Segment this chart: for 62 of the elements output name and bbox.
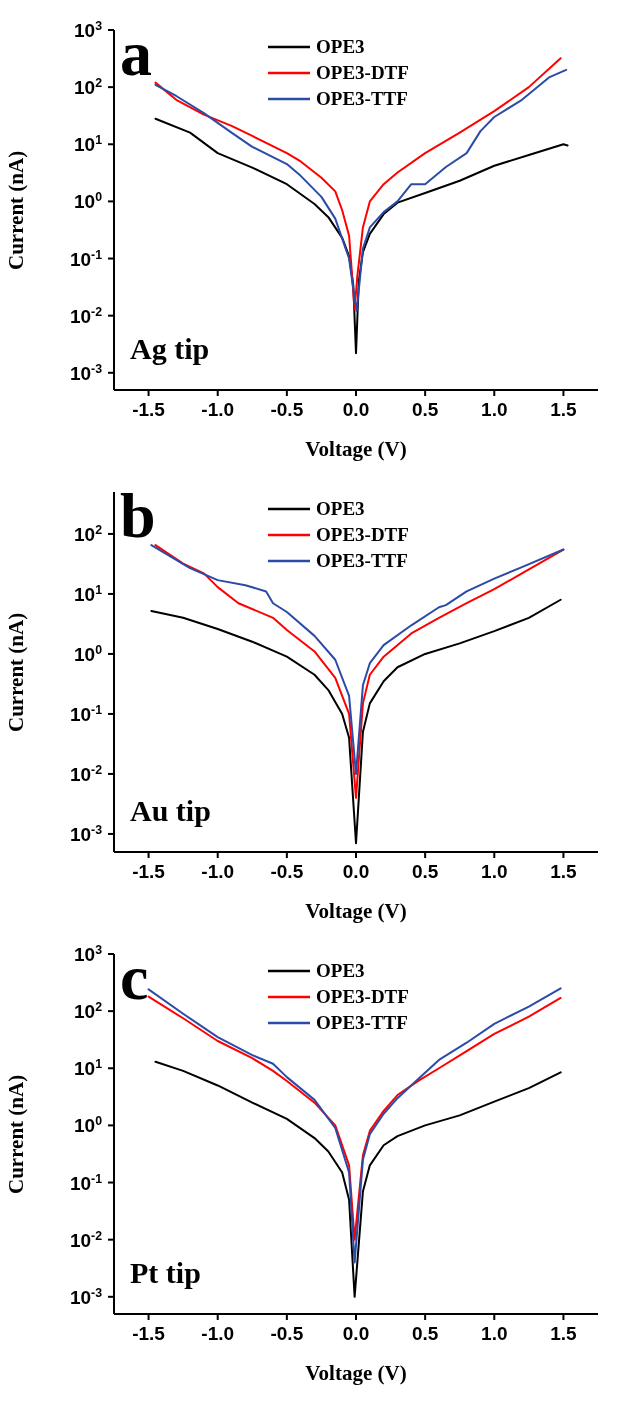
- annotation: b: [120, 480, 156, 551]
- x-tick-label: -1.5: [132, 399, 166, 420]
- y-tick-label: 10$^{-3}$: [69, 361, 103, 384]
- x-tick-label: 0.5: [411, 1323, 439, 1344]
- legend-label: OPE3-TTF: [316, 88, 408, 110]
- legend-label: OPE3-TTF: [316, 550, 408, 572]
- y-tick-label: 10$^{0}$: [73, 190, 103, 213]
- x-tick-label: 0.0: [342, 399, 370, 420]
- x-tick-label: 0.5: [411, 861, 439, 882]
- x-axis-title: Voltage (V): [305, 899, 407, 923]
- y-tick-label: 10$^{-2}$: [69, 1228, 103, 1251]
- annotation: Au tip: [130, 794, 211, 827]
- x-tick-label: 1.0: [481, 399, 508, 420]
- x-tick-label: 1.0: [481, 861, 508, 882]
- x-tick-label: 1.5: [550, 399, 578, 420]
- x-tick-label: -1.5: [132, 1323, 166, 1344]
- y-tick-label: 10$^{-1}$: [69, 1171, 103, 1194]
- legend-label: OPE3-DTF: [316, 62, 409, 84]
- x-tick-label: 0.0: [342, 1323, 370, 1344]
- x-tick-label: 0.5: [411, 399, 439, 420]
- y-tick-label: 10$^{1}$: [73, 1057, 103, 1080]
- x-tick-label: 1.5: [550, 1323, 578, 1344]
- y-tick-label: 10$^{2}$: [73, 76, 103, 99]
- annotation: Pt tip: [130, 1256, 201, 1289]
- y-tick-label: 10$^{2}$: [73, 1000, 103, 1023]
- y-tick-label: 10$^{-3}$: [69, 822, 103, 845]
- y-tick-label: 10$^{0}$: [73, 1114, 103, 1137]
- x-tick-label: -0.5: [270, 861, 304, 882]
- x-axis-title: Voltage (V): [305, 437, 407, 461]
- x-tick-label: -0.5: [270, 399, 304, 420]
- legend-label: OPE3: [316, 498, 365, 520]
- y-tick-label: 10$^{-2}$: [69, 304, 103, 327]
- y-tick-label: 10$^{-1}$: [69, 702, 103, 725]
- y-tick-label: 10$^{3}$: [73, 19, 103, 41]
- y-tick-label: 10$^{2}$: [73, 522, 103, 545]
- x-axis-title: Voltage (V): [305, 1361, 407, 1385]
- y-tick-label: 10$^{3}$: [73, 943, 103, 965]
- y-tick-label: 10$^{1}$: [73, 133, 103, 156]
- annotation: Ag tip: [130, 332, 210, 365]
- x-tick-label: -1.0: [201, 1323, 235, 1344]
- x-tick-label: -1.5: [132, 861, 166, 882]
- annotation: c: [120, 942, 149, 1013]
- legend-label: OPE3-DTF: [316, 986, 409, 1008]
- legend-label: OPE3: [316, 36, 365, 58]
- annotation: a: [120, 18, 152, 89]
- y-tick-label: 10$^{-3}$: [69, 1285, 103, 1308]
- y-axis-title: Current (nA): [4, 612, 29, 732]
- y-tick-label: 10$^{1}$: [73, 582, 103, 605]
- legend-label: OPE3-DTF: [316, 524, 409, 546]
- x-tick-label: -1.0: [201, 861, 235, 882]
- x-tick-label: -0.5: [270, 1323, 304, 1344]
- y-axis-title: Current (nA): [4, 150, 29, 270]
- x-tick-label: 1.5: [550, 861, 578, 882]
- x-tick-label: 1.0: [481, 1323, 508, 1344]
- y-tick-label: 10$^{0}$: [73, 642, 103, 665]
- legend-label: OPE3-TTF: [316, 1012, 408, 1034]
- x-tick-label: 0.0: [342, 861, 370, 882]
- y-tick-label: 10$^{-1}$: [69, 247, 103, 270]
- y-axis-title: Current (nA): [4, 1074, 29, 1194]
- x-tick-label: -1.0: [201, 399, 235, 420]
- y-tick-label: 10$^{-2}$: [69, 762, 103, 785]
- legend-label: OPE3: [316, 960, 365, 982]
